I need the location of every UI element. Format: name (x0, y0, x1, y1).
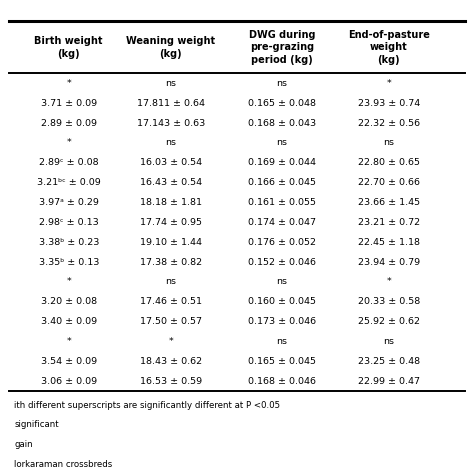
Text: 3.06 ± 0.09: 3.06 ± 0.09 (41, 377, 97, 386)
Text: ns: ns (165, 79, 176, 88)
Text: 3.20 ± 0.08: 3.20 ± 0.08 (41, 297, 97, 306)
Text: 25.92 ± 0.62: 25.92 ± 0.62 (358, 317, 419, 326)
Text: 0.169 ± 0.044: 0.169 ± 0.044 (248, 158, 316, 167)
Text: 0.174 ± 0.047: 0.174 ± 0.047 (248, 218, 316, 227)
Text: 3.71 ± 0.09: 3.71 ± 0.09 (41, 99, 97, 108)
Text: 22.99 ± 0.47: 22.99 ± 0.47 (358, 377, 419, 386)
Text: ns: ns (165, 277, 176, 286)
Text: 3.40 ± 0.09: 3.40 ± 0.09 (41, 317, 97, 326)
Text: *: * (66, 337, 71, 346)
Text: 0.160 ± 0.045: 0.160 ± 0.045 (248, 297, 316, 306)
Text: 16.03 ± 0.54: 16.03 ± 0.54 (139, 158, 202, 167)
Text: ns: ns (276, 337, 288, 346)
Text: *: * (386, 277, 391, 286)
Text: 3.35ᵇ ± 0.13: 3.35ᵇ ± 0.13 (38, 257, 99, 266)
Text: 0.176 ± 0.052: 0.176 ± 0.052 (248, 237, 316, 246)
Text: 17.46 ± 0.51: 17.46 ± 0.51 (140, 297, 201, 306)
Text: 0.161 ± 0.055: 0.161 ± 0.055 (248, 198, 316, 207)
Text: 0.173 ± 0.046: 0.173 ± 0.046 (248, 317, 316, 326)
Text: 23.25 ± 0.48: 23.25 ± 0.48 (357, 357, 420, 366)
Text: ith different superscripts are significantly different at P <0.05: ith different superscripts are significa… (14, 401, 280, 410)
Text: 0.166 ± 0.045: 0.166 ± 0.045 (248, 178, 316, 187)
Text: 3.21ᵇᶜ ± 0.09: 3.21ᵇᶜ ± 0.09 (37, 178, 100, 187)
Text: 22.32 ± 0.56: 22.32 ± 0.56 (357, 118, 420, 128)
Text: ns: ns (276, 277, 288, 286)
Text: 16.43 ± 0.54: 16.43 ± 0.54 (139, 178, 202, 187)
Text: End-of-pasture
weight
(kg): End-of-pasture weight (kg) (348, 30, 429, 65)
Text: 16.53 ± 0.59: 16.53 ± 0.59 (139, 377, 202, 386)
Text: gain: gain (14, 440, 33, 449)
Text: 3.54 ± 0.09: 3.54 ± 0.09 (41, 357, 97, 366)
Text: *: * (66, 138, 71, 147)
Text: 2.89 ± 0.09: 2.89 ± 0.09 (41, 118, 97, 128)
Text: *: * (66, 79, 71, 88)
Text: 2.89ᶜ ± 0.08: 2.89ᶜ ± 0.08 (39, 158, 99, 167)
Text: 22.45 ± 1.18: 22.45 ± 1.18 (358, 237, 419, 246)
Text: DWG during
pre-grazing
period (kg): DWG during pre-grazing period (kg) (249, 30, 315, 65)
Text: 0.165 ± 0.048: 0.165 ± 0.048 (248, 99, 316, 108)
Text: ns: ns (276, 79, 288, 88)
Text: *: * (66, 277, 71, 286)
Text: significant: significant (14, 420, 59, 429)
Text: *: * (168, 337, 173, 346)
Text: 0.168 ± 0.046: 0.168 ± 0.046 (248, 377, 316, 386)
Text: 23.93 ± 0.74: 23.93 ± 0.74 (357, 99, 420, 108)
Text: 2.98ᶜ ± 0.13: 2.98ᶜ ± 0.13 (39, 218, 99, 227)
Text: 17.143 ± 0.63: 17.143 ± 0.63 (137, 118, 205, 128)
Text: 22.70 ± 0.66: 22.70 ± 0.66 (358, 178, 419, 187)
Text: *: * (386, 79, 391, 88)
Text: 17.811 ± 0.64: 17.811 ± 0.64 (137, 99, 205, 108)
Text: 0.168 ± 0.043: 0.168 ± 0.043 (248, 118, 316, 128)
Text: 3.97ᵃ ± 0.29: 3.97ᵃ ± 0.29 (39, 198, 99, 207)
Text: ns: ns (165, 138, 176, 147)
Text: Birth weight
(kg): Birth weight (kg) (35, 36, 103, 59)
Text: 3.38ᵇ ± 0.23: 3.38ᵇ ± 0.23 (38, 237, 99, 246)
Text: 0.165 ± 0.045: 0.165 ± 0.045 (248, 357, 316, 366)
Text: 17.74 ± 0.95: 17.74 ± 0.95 (140, 218, 201, 227)
Text: 23.21 ± 0.72: 23.21 ± 0.72 (357, 218, 420, 227)
Text: 18.18 ± 1.81: 18.18 ± 1.81 (140, 198, 201, 207)
Text: lorkaraman crossbreds: lorkaraman crossbreds (14, 460, 112, 469)
Text: 17.38 ± 0.82: 17.38 ± 0.82 (139, 257, 202, 266)
Text: ns: ns (383, 337, 394, 346)
Text: 22.80 ± 0.65: 22.80 ± 0.65 (358, 158, 419, 167)
Text: 0.152 ± 0.046: 0.152 ± 0.046 (248, 257, 316, 266)
Text: ns: ns (383, 138, 394, 147)
Text: ns: ns (276, 138, 288, 147)
Text: 23.94 ± 0.79: 23.94 ± 0.79 (357, 257, 420, 266)
Text: 20.33 ± 0.58: 20.33 ± 0.58 (357, 297, 420, 306)
Text: 18.43 ± 0.62: 18.43 ± 0.62 (139, 357, 202, 366)
Text: Weaning weight
(kg): Weaning weight (kg) (126, 36, 215, 59)
Text: 23.66 ± 1.45: 23.66 ± 1.45 (357, 198, 420, 207)
Text: 19.10 ± 1.44: 19.10 ± 1.44 (140, 237, 201, 246)
Text: 17.50 ± 0.57: 17.50 ± 0.57 (140, 317, 201, 326)
